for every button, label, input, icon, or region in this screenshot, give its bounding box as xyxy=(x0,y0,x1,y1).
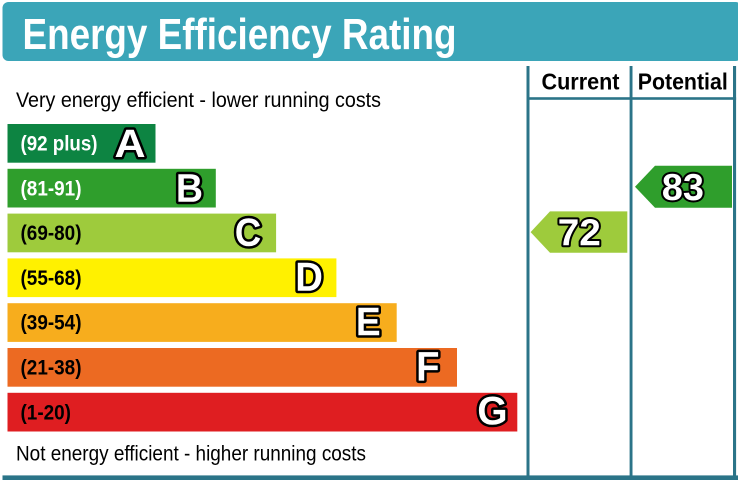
svg-text:Very energy efficient - lower: Very energy efficient - lower running co… xyxy=(16,89,381,112)
svg-text:(81-91): (81-91) xyxy=(21,177,82,200)
svg-text:(39-54): (39-54) xyxy=(21,312,82,335)
svg-text:(21-38): (21-38) xyxy=(21,357,82,380)
svg-text:(92 plus): (92 plus) xyxy=(21,133,98,156)
svg-text:Potential: Potential xyxy=(638,69,728,95)
svg-text:Current: Current xyxy=(542,69,620,95)
svg-text:(69-80): (69-80) xyxy=(21,222,82,245)
svg-text:Energy Efficiency Rating: Energy Efficiency Rating xyxy=(23,10,457,59)
svg-text:(1-20): (1-20) xyxy=(21,401,72,424)
svg-text:Not energy efficient - higher: Not energy efficient - higher running co… xyxy=(16,443,366,466)
svg-text:(55-68): (55-68) xyxy=(21,267,82,290)
